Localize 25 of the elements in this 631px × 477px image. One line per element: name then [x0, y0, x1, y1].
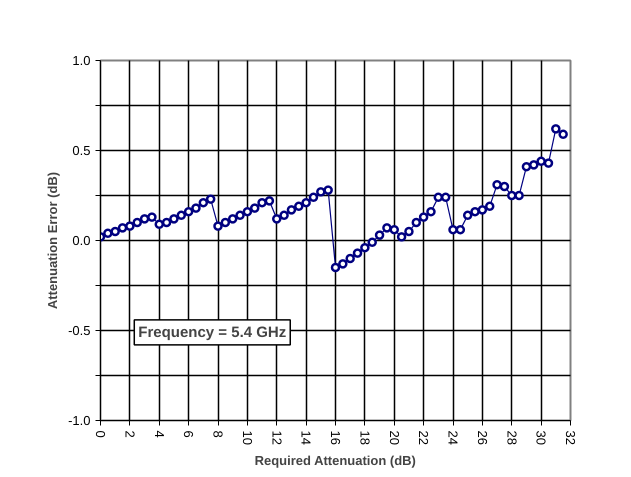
y-tick-label: 0.5 [72, 143, 91, 158]
x-tick-label: 16 [328, 430, 343, 445]
x-tick-label: 10 [240, 430, 255, 445]
x-tick-label: 20 [386, 430, 402, 445]
x-tick-label: 8 [210, 430, 226, 438]
x-tick-label: 18 [357, 430, 372, 445]
y-axis-title: Attenuation Error (dB) [45, 172, 60, 310]
x-tick-label: 0 [93, 430, 108, 438]
x-tick-label: 4 [152, 430, 167, 438]
x-tick-label: 32 [563, 430, 578, 445]
y-tick-label: 1.0 [72, 53, 91, 68]
annotation: Frequency = 5.4 GHz [138, 324, 286, 341]
x-tick-label: 12 [269, 430, 284, 445]
x-axis-title: Required Attenuation (dB) [254, 452, 416, 468]
x-tick-label: 14 [298, 430, 314, 445]
x-tick-label: 6 [181, 430, 196, 438]
y-tick-label: -0.5 [68, 323, 91, 338]
x-tick-label: 24 [446, 430, 460, 445]
x-tick-label: 26 [474, 430, 490, 445]
x-tick-label: 22 [416, 430, 432, 445]
y-tick-label: 0.0 [72, 233, 91, 248]
y-tick-label: -1.0 [68, 413, 91, 428]
x-tick-label: 30 [534, 430, 549, 445]
x-tick-label: 2 [122, 430, 138, 438]
x-tick-label: 28 [504, 430, 520, 445]
